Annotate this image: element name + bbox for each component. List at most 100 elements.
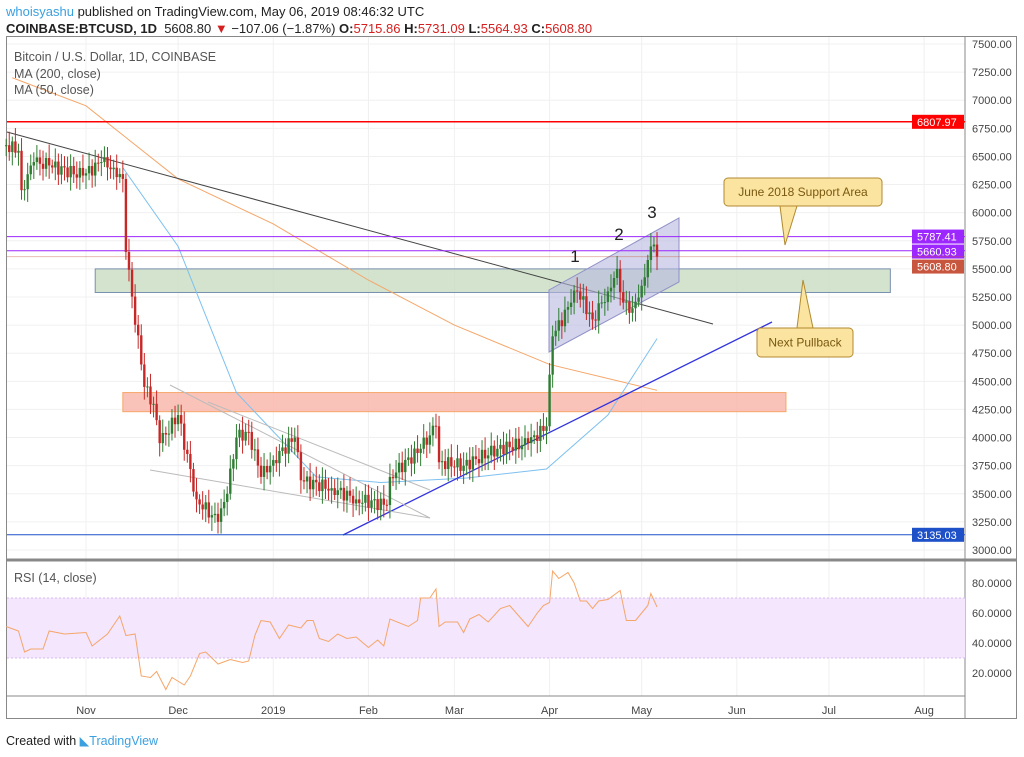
candle-body — [176, 415, 180, 425]
candle-body — [198, 499, 201, 505]
candle-body — [422, 437, 425, 449]
price-label: 6807.97 — [917, 117, 957, 129]
candle-body — [597, 303, 600, 321]
candle-body — [186, 449, 189, 454]
candle-body — [468, 459, 471, 470]
candle-body — [265, 465, 269, 473]
candle-body — [216, 513, 220, 522]
candle-body — [103, 157, 106, 163]
time-tick-label: Aug — [914, 705, 934, 717]
candle-body — [219, 508, 223, 522]
uptrend-line — [342, 321, 773, 536]
candle-body — [140, 335, 143, 365]
candle-body — [542, 425, 545, 431]
price-tick-label: 4250.00 — [972, 404, 1012, 416]
legend-rsi[interactable]: RSI (14, close) — [14, 571, 97, 585]
candle-body — [293, 437, 296, 442]
candle-body — [238, 429, 241, 438]
candle-body — [256, 449, 260, 466]
candle-body — [508, 441, 511, 448]
candle-body — [253, 449, 257, 451]
candle-body — [379, 498, 382, 510]
candle-body — [136, 324, 140, 336]
candle-body — [179, 415, 183, 424]
legend-ma200[interactable]: MA (200, close) — [14, 67, 101, 81]
candle-body — [51, 165, 54, 168]
candle-body — [118, 174, 121, 178]
callout-tail — [779, 205, 798, 246]
candle-body — [358, 499, 361, 504]
candle-body — [382, 498, 385, 505]
price-tick-label: 7000.00 — [972, 95, 1012, 107]
candle-body — [548, 374, 551, 427]
rsi-band — [7, 598, 965, 658]
candle-body — [557, 320, 560, 331]
candle-body — [296, 437, 300, 453]
time-tick-label: 2019 — [261, 705, 285, 717]
candle-body — [342, 487, 346, 501]
candle-body — [170, 417, 174, 434]
publish-text: published on TradingView.com, May 06, 20… — [77, 4, 425, 19]
candle-body — [505, 441, 508, 455]
candle-body — [281, 447, 284, 452]
candle-body — [465, 459, 468, 466]
candle-body — [173, 417, 177, 425]
candle-body — [305, 476, 309, 482]
candle-body — [272, 460, 275, 466]
candle-body — [324, 479, 327, 489]
candle-body — [210, 515, 214, 518]
candle-body — [78, 167, 82, 178]
support-zone — [94, 268, 891, 293]
candle-body — [643, 277, 646, 286]
legend-title: Bitcoin / U.S. Dollar, 1D, COINBASE — [14, 50, 217, 64]
candle-body — [259, 465, 263, 477]
wave-label: 1 — [570, 247, 579, 266]
candle-body — [434, 425, 438, 427]
candle-body — [354, 499, 358, 504]
price-tick-label: 5750.00 — [972, 236, 1012, 248]
time-tick-label: Apr — [541, 705, 558, 717]
candle-body — [523, 438, 527, 446]
candle-body — [490, 445, 493, 456]
candle-body — [474, 456, 478, 460]
price-label-box — [912, 114, 964, 129]
legend-ma50[interactable]: MA (50, close) — [14, 83, 94, 97]
candle-body — [615, 268, 619, 278]
price-tick-label: 3000.00 — [972, 545, 1012, 557]
candle-body — [241, 429, 244, 441]
candle-body — [388, 476, 392, 506]
candle-body — [109, 167, 112, 170]
candle-body — [514, 438, 517, 451]
candle-body — [576, 290, 579, 292]
candle-body — [84, 173, 88, 176]
triangle-line — [169, 384, 431, 519]
rsi-tick-label: 20.0000 — [972, 668, 1012, 680]
candle-body — [477, 459, 481, 464]
candle-body — [244, 431, 247, 441]
candle-body — [167, 433, 171, 435]
price-label-box — [912, 229, 964, 244]
price-label-box — [912, 244, 964, 259]
candle-body — [520, 445, 524, 450]
candle-body — [603, 302, 607, 304]
price-label: 5660.93 — [917, 247, 957, 259]
candle-body — [447, 457, 450, 470]
footer: Created with ◣TradingView — [6, 733, 158, 748]
candle-body — [8, 145, 11, 153]
price-tick-label: 3250.00 — [972, 517, 1012, 529]
candle-body — [308, 476, 312, 490]
price-tick-label: 6750.00 — [972, 123, 1012, 135]
candle-body — [213, 513, 217, 516]
candle-body — [81, 167, 85, 176]
candle-body — [164, 432, 168, 435]
author-link[interactable]: whoisyashu — [6, 4, 74, 19]
candle-body — [376, 499, 379, 510]
candle-body — [235, 437, 238, 460]
wave-label: 2 — [614, 225, 623, 244]
publish-info: whoisyashu published on TradingView.com,… — [6, 4, 424, 19]
open-label: O: — [339, 21, 354, 36]
tradingview-logo[interactable]: ◣TradingView — [79, 734, 159, 748]
candle-body — [143, 364, 146, 387]
candle-body — [275, 460, 278, 464]
